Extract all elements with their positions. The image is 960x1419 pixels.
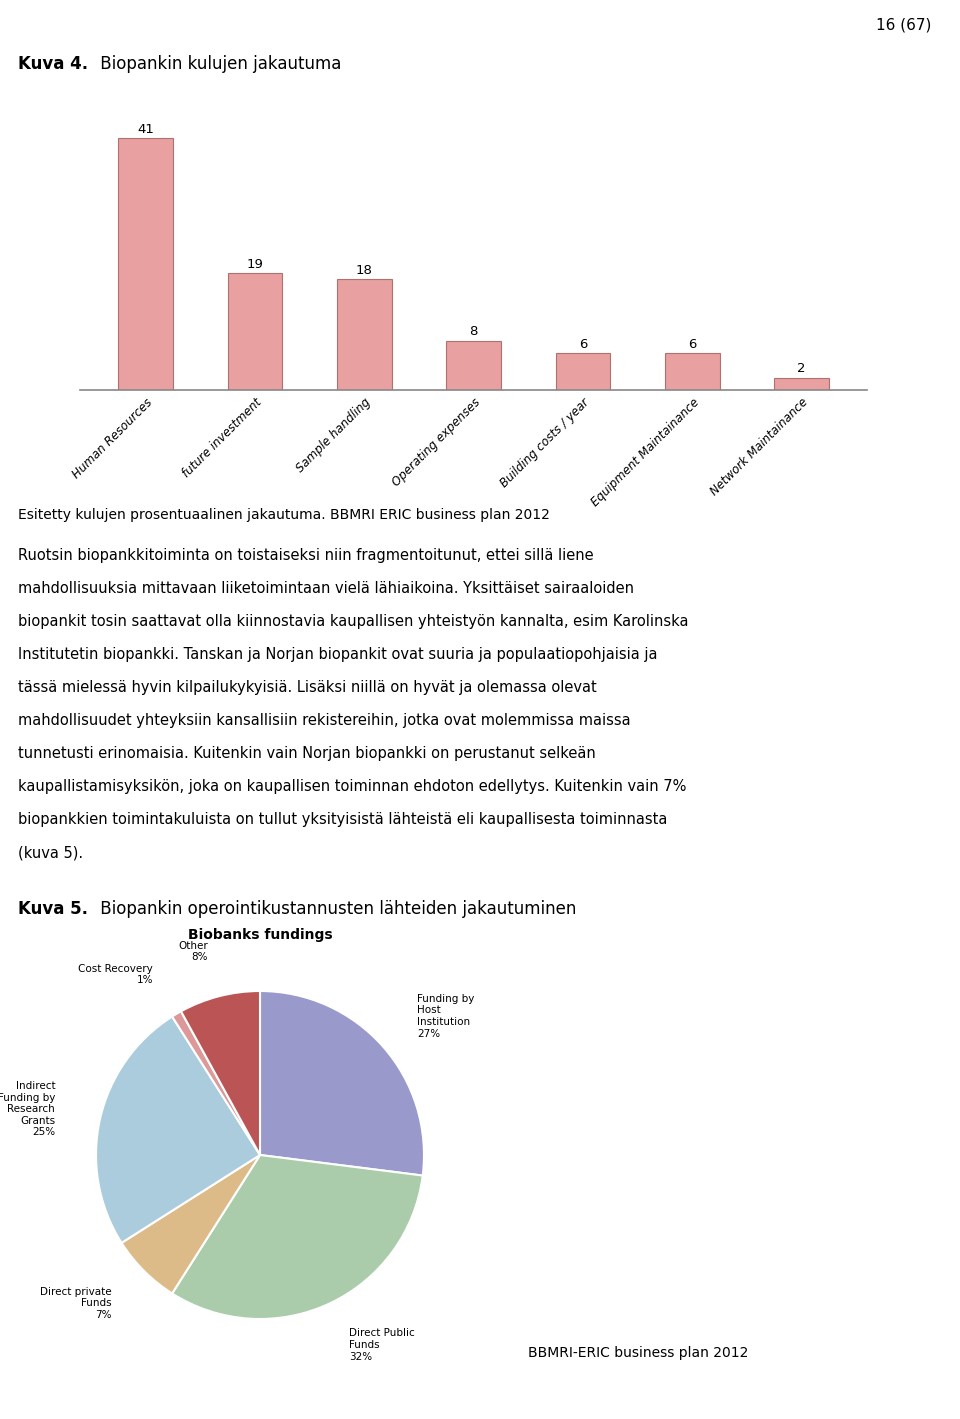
Text: 8: 8	[469, 325, 478, 338]
Bar	[446, 341, 501, 390]
Bar	[337, 280, 392, 390]
Text: BBMRI-ERIC business plan 2012: BBMRI-ERIC business plan 2012	[528, 1347, 749, 1359]
Text: tunnetusti erinomaisia. Kuitenkin vain Norjan biopankki on perustanut selkeän: tunnetusti erinomaisia. Kuitenkin vain N…	[18, 746, 596, 761]
Text: Biopankin operointikustannusten lähteiden jakautuminen: Biopankin operointikustannusten lähteide…	[95, 900, 576, 918]
Text: Direct Public
Funds
32%: Direct Public Funds 32%	[349, 1328, 415, 1362]
Text: 2: 2	[798, 362, 805, 375]
Wedge shape	[172, 1012, 260, 1155]
Text: Institutetin biopankki. Tanskan ja Norjan biopankit ovat suuria ja populaatiopoh: Institutetin biopankki. Tanskan ja Norja…	[18, 647, 658, 663]
Text: Funding by
Host
Institution
27%: Funding by Host Institution 27%	[418, 993, 475, 1039]
Bar	[665, 353, 720, 390]
Text: Cost Recovery
1%: Cost Recovery 1%	[79, 964, 154, 985]
Bar	[228, 274, 282, 390]
Wedge shape	[122, 1155, 260, 1294]
Wedge shape	[260, 990, 424, 1175]
Text: 19: 19	[247, 258, 263, 271]
Text: biopankkien toimintakuluista on tullut yksityisistä lähteistä eli kaupallisesta : biopankkien toimintakuluista on tullut y…	[18, 812, 667, 827]
Text: Kuva 5.: Kuva 5.	[18, 900, 88, 918]
Text: biopankit tosin saattavat olla kiinnostavia kaupallisen yhteistyön kannalta, esi: biopankit tosin saattavat olla kiinnosta…	[18, 614, 688, 629]
Text: 18: 18	[356, 264, 372, 277]
Wedge shape	[96, 1016, 260, 1243]
Bar	[118, 138, 173, 390]
Text: 6: 6	[688, 338, 696, 350]
Text: (kuva 5).: (kuva 5).	[18, 844, 84, 860]
Text: 6: 6	[579, 338, 588, 350]
Title: Biobanks fundings: Biobanks fundings	[188, 928, 332, 942]
Bar	[775, 377, 828, 390]
Text: mahdollisuuksia mittavaan liiketoimintaan vielä lähiaikoina. Yksittäiset sairaal: mahdollisuuksia mittavaan liiketoimintaa…	[18, 580, 634, 596]
Wedge shape	[181, 990, 260, 1155]
Text: Direct private
Funds
7%: Direct private Funds 7%	[40, 1287, 111, 1320]
Text: Ruotsin biopankkitoiminta on toistaiseksi niin fragmentoitunut, ettei sillä lien: Ruotsin biopankkitoiminta on toistaiseks…	[18, 548, 593, 563]
Text: Esitetty kulujen prosentuaalinen jakautuma. BBMRI ERIC business plan 2012: Esitetty kulujen prosentuaalinen jakautu…	[18, 508, 550, 522]
Text: 16 (67): 16 (67)	[876, 18, 931, 33]
Bar	[556, 353, 611, 390]
Text: Other
8%: Other 8%	[178, 941, 207, 962]
Text: mahdollisuudet yhteyksiin kansallisiin rekistereihin, jotka ovat molemmissa mais: mahdollisuudet yhteyksiin kansallisiin r…	[18, 712, 631, 728]
Text: Biopankin kulujen jakautuma: Biopankin kulujen jakautuma	[95, 55, 342, 72]
Text: Kuva 4.: Kuva 4.	[18, 55, 88, 72]
Wedge shape	[172, 1155, 422, 1320]
Text: tässä mielessä hyvin kilpailukykyisiä. Lisäksi niillä on hyvät ja olemassa oleva: tässä mielessä hyvin kilpailukykyisiä. L…	[18, 680, 597, 695]
Text: kaupallistamisyksikön, joka on kaupallisen toiminnan ehdoton edellytys. Kuitenki: kaupallistamisyksikön, joka on kaupallis…	[18, 779, 686, 795]
Text: Indirect
Funding by
Research
Grants
25%: Indirect Funding by Research Grants 25%	[0, 1081, 55, 1138]
Text: 41: 41	[137, 122, 154, 136]
